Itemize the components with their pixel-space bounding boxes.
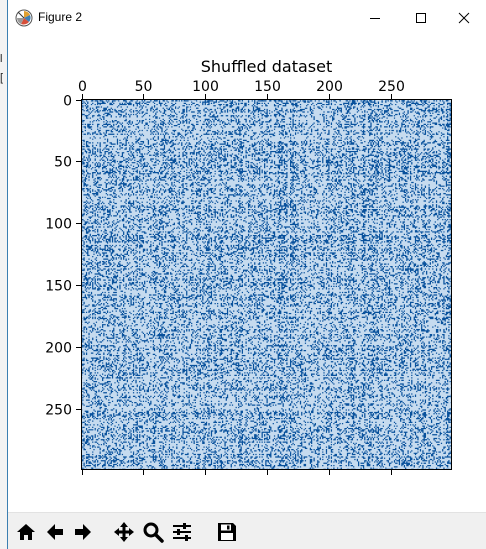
magnifier-icon	[143, 522, 164, 543]
title-bar[interactable]: Figure 2	[8, 0, 486, 37]
axes-frame	[81, 99, 452, 470]
matplotlib-logo-icon	[15, 9, 33, 27]
x-tick-label: 100	[192, 79, 219, 95]
axes-ticks: 0 50 100 150 200 250 0 50 100 150 200 250	[45, 79, 405, 475]
x-tick-label: 50	[135, 79, 153, 95]
y-tick-label: 0	[63, 94, 72, 110]
minimize-button[interactable]	[352, 0, 398, 36]
y-tick-label: 50	[54, 155, 72, 171]
move-icon	[114, 522, 134, 542]
background-window-text: l	[0, 53, 3, 65]
y-tick-label: 150	[45, 279, 72, 295]
floppy-disk-icon	[218, 523, 236, 541]
y-tick-label: 200	[45, 341, 72, 357]
navigation-toolbar	[8, 512, 486, 549]
figure-canvas[interactable]: Shuffled dataset 0 50 100 150 200 250 0 50 100 15…	[8, 37, 486, 512]
close-button[interactable]	[441, 0, 486, 36]
arrow-right-icon	[75, 524, 91, 540]
close-icon	[458, 12, 470, 24]
window-title: Figure 2	[38, 10, 83, 24]
background-window-text: [	[0, 72, 4, 84]
heatmap-chart: Shuffled dataset 0 50 100 150 200 250 0 50 100 15…	[45, 57, 452, 475]
x-tick-label: 200	[316, 79, 343, 95]
arrow-left-icon	[47, 524, 63, 540]
configure-subplots-button[interactable]	[168, 518, 196, 546]
save-button[interactable]	[213, 518, 241, 546]
pan-button[interactable]	[110, 518, 138, 546]
home-icon	[17, 524, 35, 540]
plot-title: Shuffled dataset	[201, 57, 332, 76]
forward-button[interactable]	[69, 518, 97, 546]
zoom-button[interactable]	[139, 518, 167, 546]
back-button[interactable]	[41, 518, 69, 546]
x-tick-label: 150	[254, 79, 281, 95]
x-tick-label: 0	[78, 79, 87, 95]
background-window: l [	[0, 0, 8, 549]
figure-window: Figure 2 Shuffled dataset 0 50 100 150 200 25…	[7, 0, 486, 549]
x-tick-label: 250	[378, 79, 405, 95]
sliders-icon	[173, 523, 191, 541]
home-button[interactable]	[12, 518, 40, 546]
y-tick-label: 250	[45, 403, 72, 419]
minimize-icon	[370, 18, 380, 19]
maximize-icon	[416, 13, 426, 23]
y-tick-label: 100	[45, 217, 72, 233]
maximize-button[interactable]	[398, 0, 444, 36]
